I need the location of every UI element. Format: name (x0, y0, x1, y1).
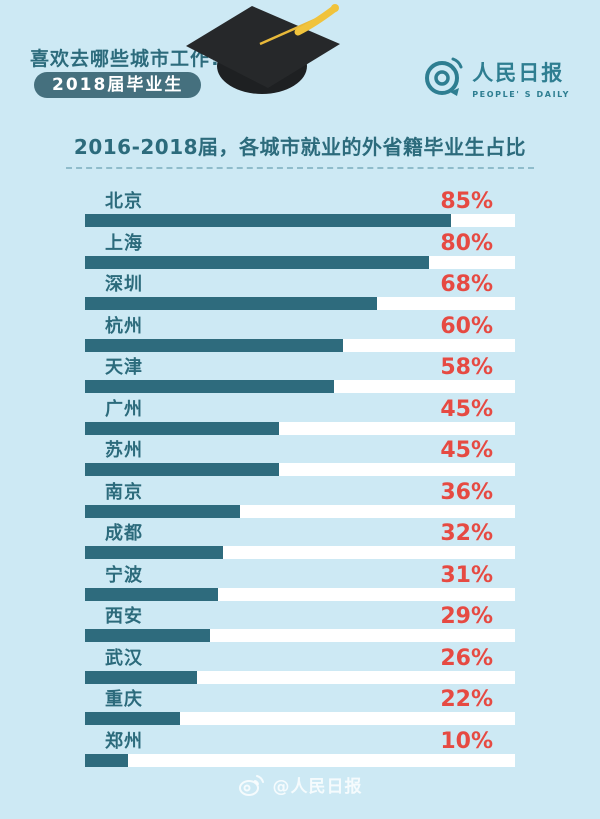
bar-track (85, 297, 515, 310)
chart-row-header: 苏州 45% (85, 436, 515, 462)
bar-fill (85, 380, 335, 393)
cohort-badge: 2018届毕业生 (34, 72, 202, 98)
chart-row-header: 天津 58% (85, 353, 515, 379)
chart-row: 武汉 26% (85, 644, 515, 686)
bar-label: 郑州 (105, 730, 143, 752)
chart-row-header: 宁波 31% (85, 561, 515, 587)
bar-value: 31% (440, 562, 493, 588)
bar-fill (85, 504, 240, 518)
bar-track (85, 255, 515, 269)
bar-fill (85, 587, 219, 601)
bar-track (85, 214, 515, 227)
chart-row-header: 西安 29% (85, 602, 515, 628)
bar-label: 成都 (105, 523, 143, 544)
bar-value: 68% (440, 272, 493, 298)
bar-label: 南京 (105, 481, 143, 503)
bar-value: 60% (440, 313, 493, 339)
bar-fill (85, 421, 279, 435)
chart-row-header: 郑州 10% (85, 727, 515, 753)
bar-value: 45% (440, 396, 493, 422)
chart-rows: 北京 85% 上海 80% 深圳 68% 杭州 60% (85, 187, 515, 768)
bar-value: 80% (440, 230, 493, 256)
graduation-cap-icon (186, 4, 340, 94)
chart-row: 苏州 45% (85, 436, 515, 478)
bar-label: 天津 (105, 357, 143, 378)
bar-label: 杭州 (105, 315, 143, 337)
logo-name: 人民日报 (472, 61, 565, 85)
bar-fill (85, 297, 378, 310)
bar-fill (85, 546, 223, 559)
bar-label: 深圳 (105, 274, 143, 295)
bar-track (85, 463, 515, 476)
logo-subtitle: PEOPLE' S DAILY (472, 90, 570, 99)
bar-fill (85, 712, 180, 725)
bar-value: 45% (440, 438, 493, 464)
bar-value: 26% (440, 645, 493, 671)
chart-row: 成都 32% (85, 519, 515, 561)
bar-track (85, 670, 515, 684)
bar-track (85, 504, 515, 518)
chart-row: 重庆 22% (85, 685, 515, 727)
chart-row: 郑州 10% (85, 727, 515, 769)
bar-label: 西安 (105, 606, 143, 627)
bar-track (85, 629, 515, 642)
bar-value: 10% (440, 728, 493, 754)
bar-track (85, 338, 515, 352)
bar-label: 苏州 (105, 440, 143, 461)
bar-value: 58% (440, 355, 493, 381)
chart-row: 南京 36% (85, 478, 515, 520)
bar-track (85, 380, 515, 393)
bar-track (85, 546, 515, 559)
chart-row-header: 武汉 26% (85, 644, 515, 670)
chart-row: 宁波 31% (85, 561, 515, 603)
chart-row: 上海 80% (85, 229, 515, 271)
bar-label: 重庆 (105, 689, 143, 710)
chart-row-header: 南京 36% (85, 478, 515, 504)
bar-value: 32% (440, 521, 493, 547)
chart-row-header: 杭州 60% (85, 312, 515, 338)
page-title: 喜欢去哪些城市工作? (30, 48, 223, 70)
bar-fill (85, 670, 197, 684)
bar-label: 北京 (105, 191, 143, 212)
bar-value: 22% (440, 687, 493, 713)
bar-value: 36% (440, 479, 493, 505)
chart-row: 杭州 60% (85, 312, 515, 354)
weibo-icon (238, 774, 264, 796)
chart-row: 西安 29% (85, 602, 515, 644)
bar-fill (85, 463, 279, 476)
chart-row-header: 重庆 22% (85, 685, 515, 711)
watermark-text: @人民日报 (272, 777, 363, 797)
bar-fill (85, 753, 128, 767)
chart-row: 深圳 68% (85, 270, 515, 312)
at-symbol-icon (425, 57, 463, 96)
bar-fill (85, 338, 343, 352)
chart-row-header: 上海 80% (85, 229, 515, 255)
chart-row-header: 广州 45% (85, 395, 515, 421)
bar-label: 武汉 (105, 647, 143, 669)
bar-fill (85, 629, 210, 642)
footer: @人民日报 (0, 772, 600, 797)
bar-label: 广州 (105, 398, 143, 420)
bar-fill (85, 255, 429, 269)
chart-row-header: 北京 85% (85, 187, 515, 213)
logo-text: 人民日报 PEOPLE' S DAILY (472, 57, 570, 99)
bar-label: 上海 (105, 232, 143, 254)
bar-value: 85% (440, 189, 493, 215)
bar-label: 宁波 (105, 564, 143, 586)
chart-row: 广州 45% (85, 395, 515, 437)
bar-track (85, 587, 515, 601)
bar-track (85, 753, 515, 767)
chart-row: 天津 58% (85, 353, 515, 395)
divider-dashed-line (66, 167, 534, 169)
peoples-daily-logo: 人民日报 PEOPLE' S DAILY (422, 52, 570, 99)
chart-title: 2016-2018届，各城市就业的外省籍毕业生占比 (73, 135, 527, 159)
bar-fill (85, 214, 451, 227)
chart-row: 北京 85% (85, 187, 515, 229)
bar-track (85, 421, 515, 435)
bar-value: 29% (440, 604, 493, 630)
chart-row-header: 深圳 68% (85, 270, 515, 296)
bar-track (85, 712, 515, 725)
chart-row-header: 成都 32% (85, 519, 515, 545)
